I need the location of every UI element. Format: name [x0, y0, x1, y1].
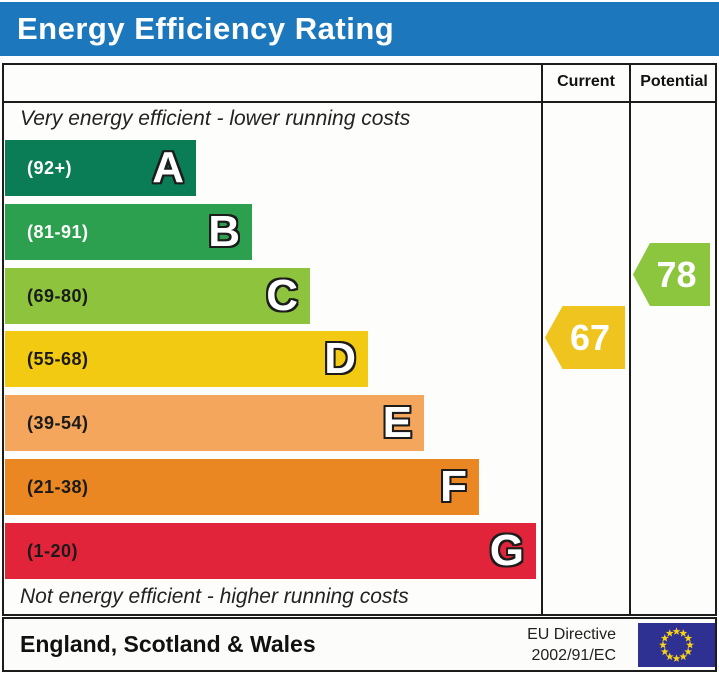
band-letter: D [324, 334, 356, 383]
band-row-C: (69-80) C [5, 268, 310, 324]
band-range-label: (81-91) [27, 221, 89, 242]
page-title: Energy Efficiency Rating [17, 11, 395, 46]
band-row-D: (55-68) D [5, 331, 368, 387]
band-range-label: (39-54) [27, 412, 89, 433]
potential-column-divider [629, 63, 631, 616]
current-rating-arrow: 67 [545, 306, 625, 369]
top-note: Very energy efficient - lower running co… [20, 107, 411, 130]
band-row-E: (39-54) E [5, 395, 424, 451]
footer-region-label: England, Scotland & Wales [20, 631, 316, 657]
band-range-label: (55-68) [27, 348, 89, 369]
band-row-B: (81-91) B [5, 204, 252, 260]
band-range-label: (92+) [27, 157, 73, 178]
band-range-label: (21-38) [27, 476, 89, 497]
band-letter: A [152, 143, 184, 192]
band-letter: E [382, 398, 412, 447]
title-bar: Energy Efficiency Rating [0, 2, 719, 56]
potential-rating-arrow: 78 [633, 243, 710, 306]
band-letter: C [266, 271, 298, 320]
potential-column-header: Potential [640, 73, 708, 90]
potential-rating-value: 78 [656, 253, 697, 295]
band-letter: B [208, 207, 240, 256]
eu-directive-line1: EU Directive [527, 626, 616, 643]
band-letter: F [440, 462, 467, 511]
footer: England, Scotland & Wales EU Directive 2… [2, 617, 717, 672]
band-row-G: (1-20) G [5, 523, 536, 579]
band-row-F: (21-38) F [5, 459, 479, 515]
band-row-A: (92+) A [5, 140, 196, 196]
band-range-label: (69-80) [27, 285, 89, 306]
bottom-note: Not energy efficient - higher running co… [20, 585, 409, 608]
band-letter: G [489, 526, 524, 575]
eu-directive-label: EU Directive 2002/91/EC [492, 624, 616, 666]
current-column-divider [541, 63, 543, 616]
eu-directive-line2: 2002/91/EC [531, 647, 616, 664]
eu-flag-icon [638, 623, 715, 667]
band-range-label: (1-20) [27, 540, 79, 561]
current-rating-value: 67 [569, 316, 611, 358]
current-column-header: Current [557, 73, 615, 90]
header-divider-line [2, 101, 717, 103]
